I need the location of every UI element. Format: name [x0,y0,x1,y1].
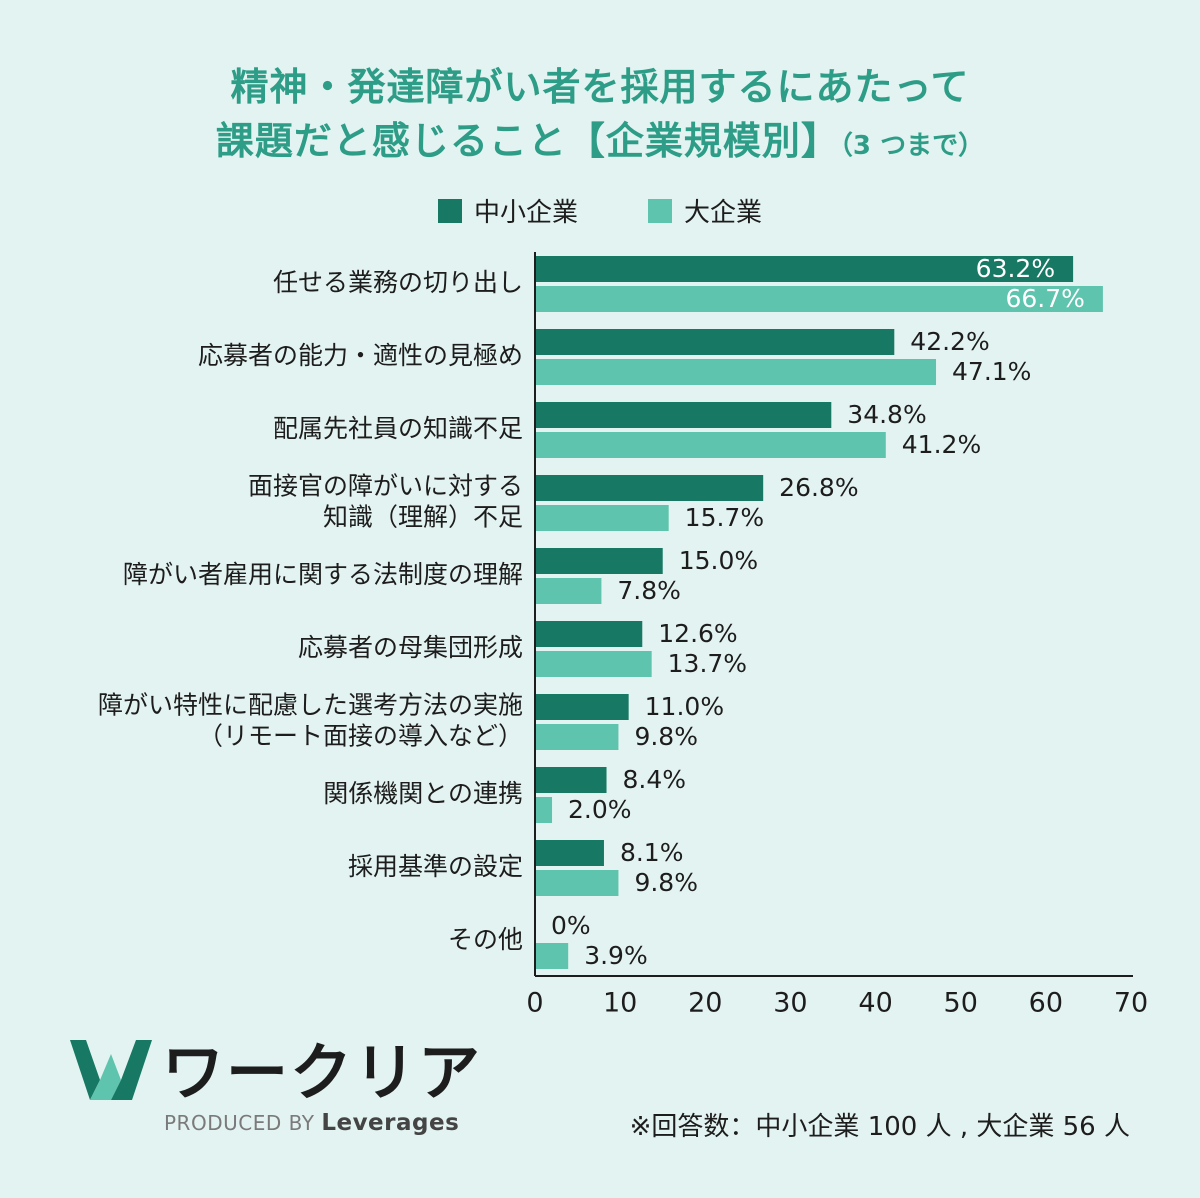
data-label: 8.1% [620,838,684,867]
data-label: 47.1% [952,357,1031,386]
x-tick-label: 50 [944,988,978,1019]
bar-sme [535,402,832,428]
category-label: 採用基準の設定 [348,852,523,881]
bar-sme [535,256,1074,282]
legend-label-large: 大企業 [684,198,763,228]
bar-large [535,359,937,385]
produced-by: PRODUCED BY Leverages [164,1110,459,1136]
bar-chart: 任せる業務の切り出し 63.2%66.7% 応募者の能力・適性の見極め 42.2%47… [98,252,1148,1019]
category-label: 任せる業務の切り出し [273,268,523,297]
category-label: 障がい者雇用に関する法制度の理解 [123,560,523,589]
data-label: 9.8% [634,868,698,897]
x-tick-label: 10 [603,988,637,1019]
bar-sme [535,767,607,793]
data-label: 0% [551,911,591,940]
data-label: 41.2% [902,430,981,459]
produced-by-label: PRODUCED BY [164,1111,315,1135]
category-label: （リモート面接の導入など） [198,722,523,751]
bar-sme [535,694,629,720]
category-label: 応募者の能力・適性の見極め [198,341,523,370]
x-tick-label: 20 [688,988,722,1019]
data-label: 12.6% [658,619,737,648]
bar-sme [535,329,895,355]
category-label: 応募者の母集団形成 [298,633,523,662]
data-label: 34.8% [847,400,926,429]
data-label: 15.7% [685,503,764,532]
bar-large [535,651,652,677]
legend-swatch-large [648,198,672,223]
category-label: 関係機関との連携 [323,779,523,808]
bar-large [535,724,619,750]
data-label: 2.0% [568,795,632,824]
data-label: 63.2% [976,254,1055,283]
category-label: 障がい特性に配慮した選考方法の実施 [98,691,523,720]
response-count-note: ※回答数：中小企業 100 人 , 大企業 56 人 [629,1112,1130,1142]
data-label: 66.7% [1005,284,1084,313]
chart-title-suffix: （3 つまで） [839,131,985,161]
bar-large [535,578,602,604]
bar-large [535,505,669,531]
chart-title-line2: 課題だと感じること【企業規模別】（3 つまで） [215,119,985,163]
data-label: 13.7% [668,649,747,678]
legend-label-sme: 中小企業 [473,198,578,228]
data-label: 26.8% [779,473,858,502]
data-label: 3.9% [584,941,648,970]
legend-item-sme: 中小企業 [437,192,578,229]
bar-large [535,870,619,896]
data-label: 11.0% [645,692,724,721]
x-tick-label: 30 [773,988,807,1019]
category-label: 面接官の障がいに対する [248,472,523,501]
chart-title: 精神・発達障がい者を採用するにあたって 課題だと感じること【企業規模別】（3 つ… [0,60,1200,173]
brand-name: Leverages [321,1110,460,1136]
data-label: 7.8% [617,576,681,605]
bar-sme [535,548,663,574]
data-label: 42.2% [910,327,989,356]
x-tick-label: 70 [1114,988,1148,1019]
bar-sme [535,840,604,866]
x-tick-label: 0 [526,988,543,1019]
x-tick-label: 60 [1029,988,1063,1019]
data-label: 9.8% [634,722,698,751]
logo-text: ワークリア [162,1036,483,1109]
category-label: 配属先社員の知識不足 [273,414,523,443]
bar-large [535,286,1103,312]
chart-title-line1: 精神・発達障がい者を採用するにあたって [230,65,970,109]
legend: 中小企業 大企業 [0,192,1200,229]
data-label: 15.0% [679,546,758,575]
bar-large [535,943,569,969]
x-tick-label: 40 [858,988,892,1019]
w-logo-icon [70,1040,152,1100]
data-label: 8.4% [623,765,687,794]
category-label: 知識（理解）不足 [323,503,523,532]
bar-sme [535,621,643,647]
category-label: その他 [448,925,523,954]
bar-large [535,432,886,458]
legend-swatch-sme [437,198,462,223]
bar-sme [535,475,764,501]
legend-item-large: 大企業 [648,192,762,229]
bar-large [535,797,553,823]
